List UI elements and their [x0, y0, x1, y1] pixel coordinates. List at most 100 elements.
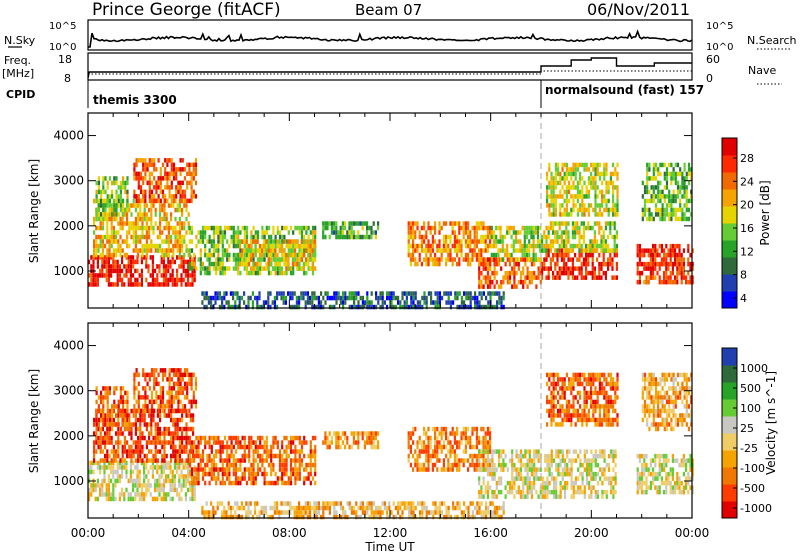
power-cell	[526, 284, 529, 289]
velocity-cell	[173, 460, 176, 466]
power-cell	[560, 234, 563, 240]
velocity-cell	[159, 408, 162, 414]
power-cell	[665, 167, 669, 172]
power-cell	[223, 304, 226, 310]
velocity-cell	[177, 386, 180, 391]
power-cell	[306, 291, 309, 296]
velocity-cell	[278, 467, 282, 472]
velocity-cell	[237, 435, 240, 441]
power-cell	[141, 216, 144, 222]
velocity-cell	[178, 483, 181, 488]
power-cell	[270, 239, 273, 244]
velocity-cell	[239, 467, 242, 472]
power-cell	[565, 252, 568, 258]
power-cell	[510, 234, 513, 240]
power-cell	[254, 243, 257, 249]
power-cell	[142, 167, 145, 172]
power-cell	[602, 257, 605, 262]
power-cell	[458, 248, 461, 253]
power-cell	[681, 194, 684, 199]
power-cell	[528, 257, 531, 262]
power-cell	[545, 243, 548, 249]
power-cell	[563, 243, 566, 249]
power-cell	[178, 252, 181, 258]
power-cell	[241, 261, 244, 267]
velocity-cell	[137, 440, 140, 445]
velocity-cell	[219, 444, 222, 450]
power-colorbar-tick-label: 24	[740, 175, 754, 188]
velocity-cell	[128, 426, 131, 432]
power-cell	[137, 248, 140, 253]
velocity-cell	[113, 386, 116, 391]
power-cell	[475, 239, 478, 244]
power-cell	[568, 185, 571, 190]
power-cell	[258, 257, 261, 262]
power-cell	[469, 239, 472, 244]
power-cell	[403, 291, 406, 296]
velocity-cell	[449, 444, 452, 450]
velocity-cell	[189, 474, 192, 479]
power-cell	[302, 291, 305, 296]
velocity-cell	[285, 458, 288, 463]
power-cell	[665, 261, 668, 267]
power-cell	[681, 212, 684, 217]
power-cell	[480, 261, 483, 267]
power-cell	[582, 234, 585, 240]
power-cell	[598, 176, 601, 181]
power-cell	[215, 248, 218, 253]
power-cell	[607, 212, 610, 217]
velocity-cell	[143, 460, 146, 466]
velocity-cell	[226, 453, 229, 459]
power-cell	[676, 180, 680, 186]
power-cell	[425, 230, 428, 235]
power-cell	[167, 255, 170, 260]
power-cell	[381, 304, 384, 310]
power-cell	[560, 266, 563, 271]
power-cell	[654, 261, 657, 267]
power-cell	[171, 273, 174, 278]
power-cell	[256, 239, 259, 244]
velocity-cell	[90, 487, 93, 493]
velocity-cell	[355, 440, 358, 445]
power-cell	[436, 261, 439, 267]
velocity-cell	[298, 440, 301, 445]
velocity-cell	[281, 453, 284, 459]
power-cell	[311, 266, 314, 271]
power-cell	[412, 234, 415, 240]
power-cell	[438, 221, 441, 226]
power-cell	[581, 176, 584, 181]
power-cell	[480, 304, 483, 310]
power-cell	[499, 230, 502, 235]
power-cell	[612, 189, 615, 195]
velocity-cell	[170, 377, 173, 382]
power-cell	[685, 194, 688, 199]
power-cell	[199, 234, 202, 240]
velocity-cell	[145, 492, 148, 497]
power-cell	[115, 252, 118, 258]
power-cell	[304, 304, 307, 310]
power-cell	[113, 216, 116, 222]
velocity-cell	[95, 449, 98, 454]
velocity-cell	[132, 460, 135, 466]
power-cell	[665, 212, 669, 217]
power-cell	[650, 176, 653, 181]
power-cell	[357, 221, 360, 226]
power-cell	[576, 180, 579, 186]
power-cell	[594, 162, 597, 168]
power-cell	[160, 282, 163, 287]
power-cell	[478, 279, 481, 285]
velocity-cell	[226, 449, 229, 454]
velocity-cell	[252, 480, 255, 486]
power-cell	[326, 295, 329, 301]
power-cell	[165, 212, 168, 217]
power-cell	[438, 300, 441, 305]
power-cell	[292, 266, 295, 271]
velocity-cell	[112, 469, 115, 475]
power-cell	[447, 248, 450, 253]
power-cell	[375, 304, 378, 310]
power-cell	[228, 257, 231, 262]
power-cell	[493, 266, 496, 271]
velocity-cell	[184, 496, 187, 502]
power-cell	[353, 295, 356, 301]
